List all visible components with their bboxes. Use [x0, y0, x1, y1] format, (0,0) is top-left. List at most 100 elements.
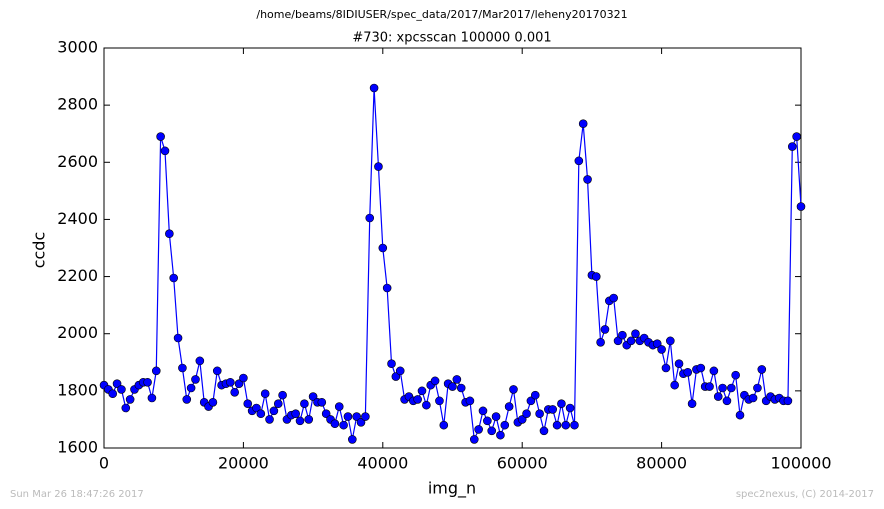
- y-tick-label: 2200: [57, 266, 98, 285]
- data-point: [452, 375, 462, 384]
- data-point: [391, 372, 401, 381]
- data-point: [548, 405, 557, 414]
- data-point: [535, 409, 544, 419]
- data-point: [173, 333, 183, 343]
- data-point: [112, 379, 122, 389]
- x-tick-label: 0: [99, 454, 109, 473]
- data-point: [343, 412, 353, 421]
- data-point: [430, 376, 440, 386]
- data-point: [300, 399, 309, 409]
- data-point: [448, 382, 457, 391]
- data-point: [652, 339, 662, 349]
- data-point: [539, 426, 549, 436]
- data-point: [382, 283, 392, 293]
- data-point: [456, 383, 466, 393]
- y-tick-label: 2600: [57, 152, 98, 171]
- data-point: [352, 412, 361, 421]
- data-point: [557, 399, 566, 409]
- data-point: [583, 175, 592, 184]
- plot-frame: [103, 47, 802, 449]
- data-point: [304, 415, 314, 424]
- data-point: [796, 202, 806, 211]
- data-point: [757, 365, 767, 374]
- data-point: [631, 329, 640, 339]
- data-point: [792, 132, 801, 141]
- data-point: [226, 377, 235, 387]
- y-axis-label: ccdc: [30, 232, 49, 269]
- x-axis-label: img_n: [428, 479, 476, 499]
- data-point: [278, 390, 287, 400]
- data-point: [308, 392, 318, 401]
- data-point: [356, 417, 366, 427]
- footer-right: spec2nexus, (C) 2014-2017: [736, 489, 874, 500]
- data-point: [156, 132, 165, 141]
- data-point: [613, 336, 623, 346]
- data-point: [783, 396, 793, 406]
- data-point: [256, 409, 266, 419]
- data-point: [600, 325, 610, 334]
- data-point: [151, 366, 161, 376]
- data-point: [609, 293, 618, 303]
- data-point: [478, 406, 488, 416]
- data-point: [334, 402, 344, 411]
- data-point: [674, 359, 684, 369]
- data-point: [265, 415, 274, 424]
- data-point: [565, 403, 575, 413]
- data-point: [252, 403, 261, 413]
- data-point: [339, 420, 348, 430]
- data-point: [591, 272, 601, 281]
- data-point: [439, 420, 449, 430]
- data-point: [753, 383, 762, 393]
- data-point: [178, 363, 187, 373]
- data-point: [291, 409, 300, 419]
- data-point: [378, 243, 388, 253]
- data-point: [561, 420, 571, 430]
- x-tick-label: 60000: [497, 454, 548, 473]
- data-point: [496, 430, 505, 440]
- data-point: [483, 416, 492, 426]
- data-point: [748, 393, 758, 403]
- data-point: [435, 396, 444, 406]
- y-tick-label: 3000: [57, 38, 98, 57]
- data-point: [273, 399, 283, 409]
- data-point: [395, 366, 405, 376]
- data-point: [208, 397, 218, 407]
- data-point: [121, 403, 131, 413]
- data-point: [417, 386, 427, 396]
- data-point: [243, 399, 253, 409]
- data-point: [722, 396, 732, 406]
- data-point: [374, 162, 383, 171]
- data-point: [125, 395, 135, 404]
- data-point: [182, 395, 192, 404]
- data-point: [530, 390, 540, 400]
- y-tick-label: 2800: [57, 95, 98, 114]
- data-point: [230, 387, 239, 397]
- data-point: [422, 400, 431, 410]
- data-point: [239, 373, 248, 383]
- y-tick-label: 2000: [57, 323, 98, 342]
- data-point: [186, 383, 196, 393]
- data-point: [369, 83, 379, 93]
- data-point: [657, 345, 666, 354]
- x-tick-label: 100000: [770, 454, 831, 473]
- x-tick-label: 40000: [357, 454, 408, 473]
- data-point: [726, 383, 736, 393]
- chart-title: /home/beams/8IDIUSER/spec_data/2017/Mar2…: [256, 8, 627, 21]
- data-point: [169, 273, 178, 283]
- y-tick-label: 1800: [57, 380, 98, 399]
- data-point: [195, 356, 205, 366]
- x-tick-label: 20000: [218, 454, 269, 473]
- data-point: [618, 330, 627, 340]
- data-point: [683, 367, 693, 377]
- data-point: [522, 409, 531, 419]
- y-tick-label: 1600: [57, 438, 98, 457]
- data-point: [361, 412, 370, 421]
- data-point: [735, 410, 745, 420]
- data-point: [670, 380, 679, 390]
- data-point: [504, 402, 514, 411]
- data-point: [596, 337, 605, 347]
- data-point: [787, 142, 797, 151]
- data-point: [260, 389, 270, 399]
- data-point: [574, 156, 584, 166]
